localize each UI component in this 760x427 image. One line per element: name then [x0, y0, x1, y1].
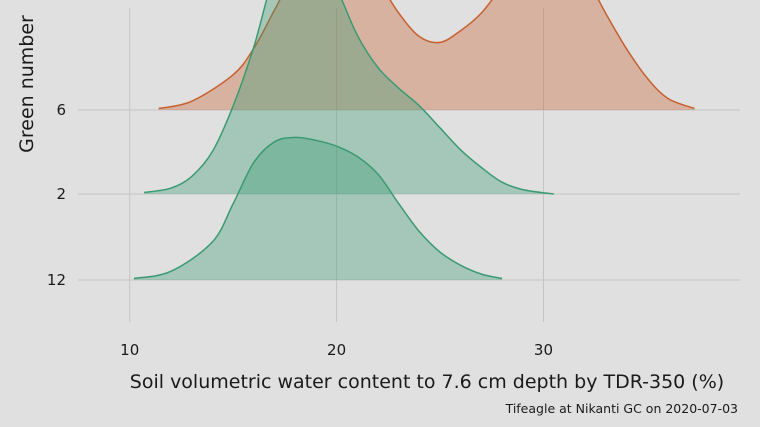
density-ridges	[133, 0, 695, 280]
x-tick-label-10: 10	[120, 341, 139, 359]
x-tick-labels: 10 20 30	[120, 341, 553, 359]
x-tick-label-20: 20	[327, 341, 346, 359]
y-tick-labels: 12 2 6	[47, 101, 66, 289]
y-tick-label-12: 12	[47, 271, 66, 289]
x-tick-label-30: 30	[534, 341, 553, 359]
ridge-line-12	[133, 136, 503, 280]
chart-caption: Tifeagle at Nikanti GC on 2020-07-03	[505, 401, 738, 416]
y-tick-label-6: 6	[56, 101, 66, 119]
ridge-line-6	[158, 0, 695, 110]
ridge-area-2	[144, 0, 554, 194]
ridge-area-12	[133, 137, 503, 280]
y-axis-title: Green number	[16, 15, 38, 153]
y-tick-label-2: 2	[56, 185, 66, 203]
ridge-line-2	[144, 0, 554, 195]
grid-lines	[78, 8, 740, 322]
ridge-area-6	[158, 0, 695, 110]
x-axis-title: Soil volumetric water content to 7.6 cm …	[130, 371, 724, 393]
